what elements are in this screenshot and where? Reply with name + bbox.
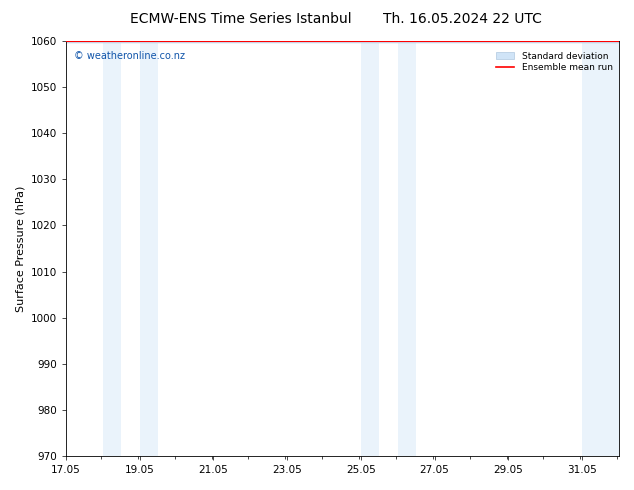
Bar xyxy=(139,41,158,456)
Legend: Standard deviation, Ensemble mean run: Standard deviation, Ensemble mean run xyxy=(495,49,614,74)
Text: Th. 16.05.2024 22 UTC: Th. 16.05.2024 22 UTC xyxy=(384,12,542,26)
Bar xyxy=(398,41,416,456)
Bar xyxy=(361,41,379,456)
Text: ECMW-ENS Time Series Istanbul: ECMW-ENS Time Series Istanbul xyxy=(130,12,352,26)
Bar xyxy=(582,41,619,456)
Text: © weatheronline.co.nz: © weatheronline.co.nz xyxy=(74,51,185,61)
Y-axis label: Surface Pressure (hPa): Surface Pressure (hPa) xyxy=(15,185,25,312)
Bar xyxy=(103,41,121,456)
